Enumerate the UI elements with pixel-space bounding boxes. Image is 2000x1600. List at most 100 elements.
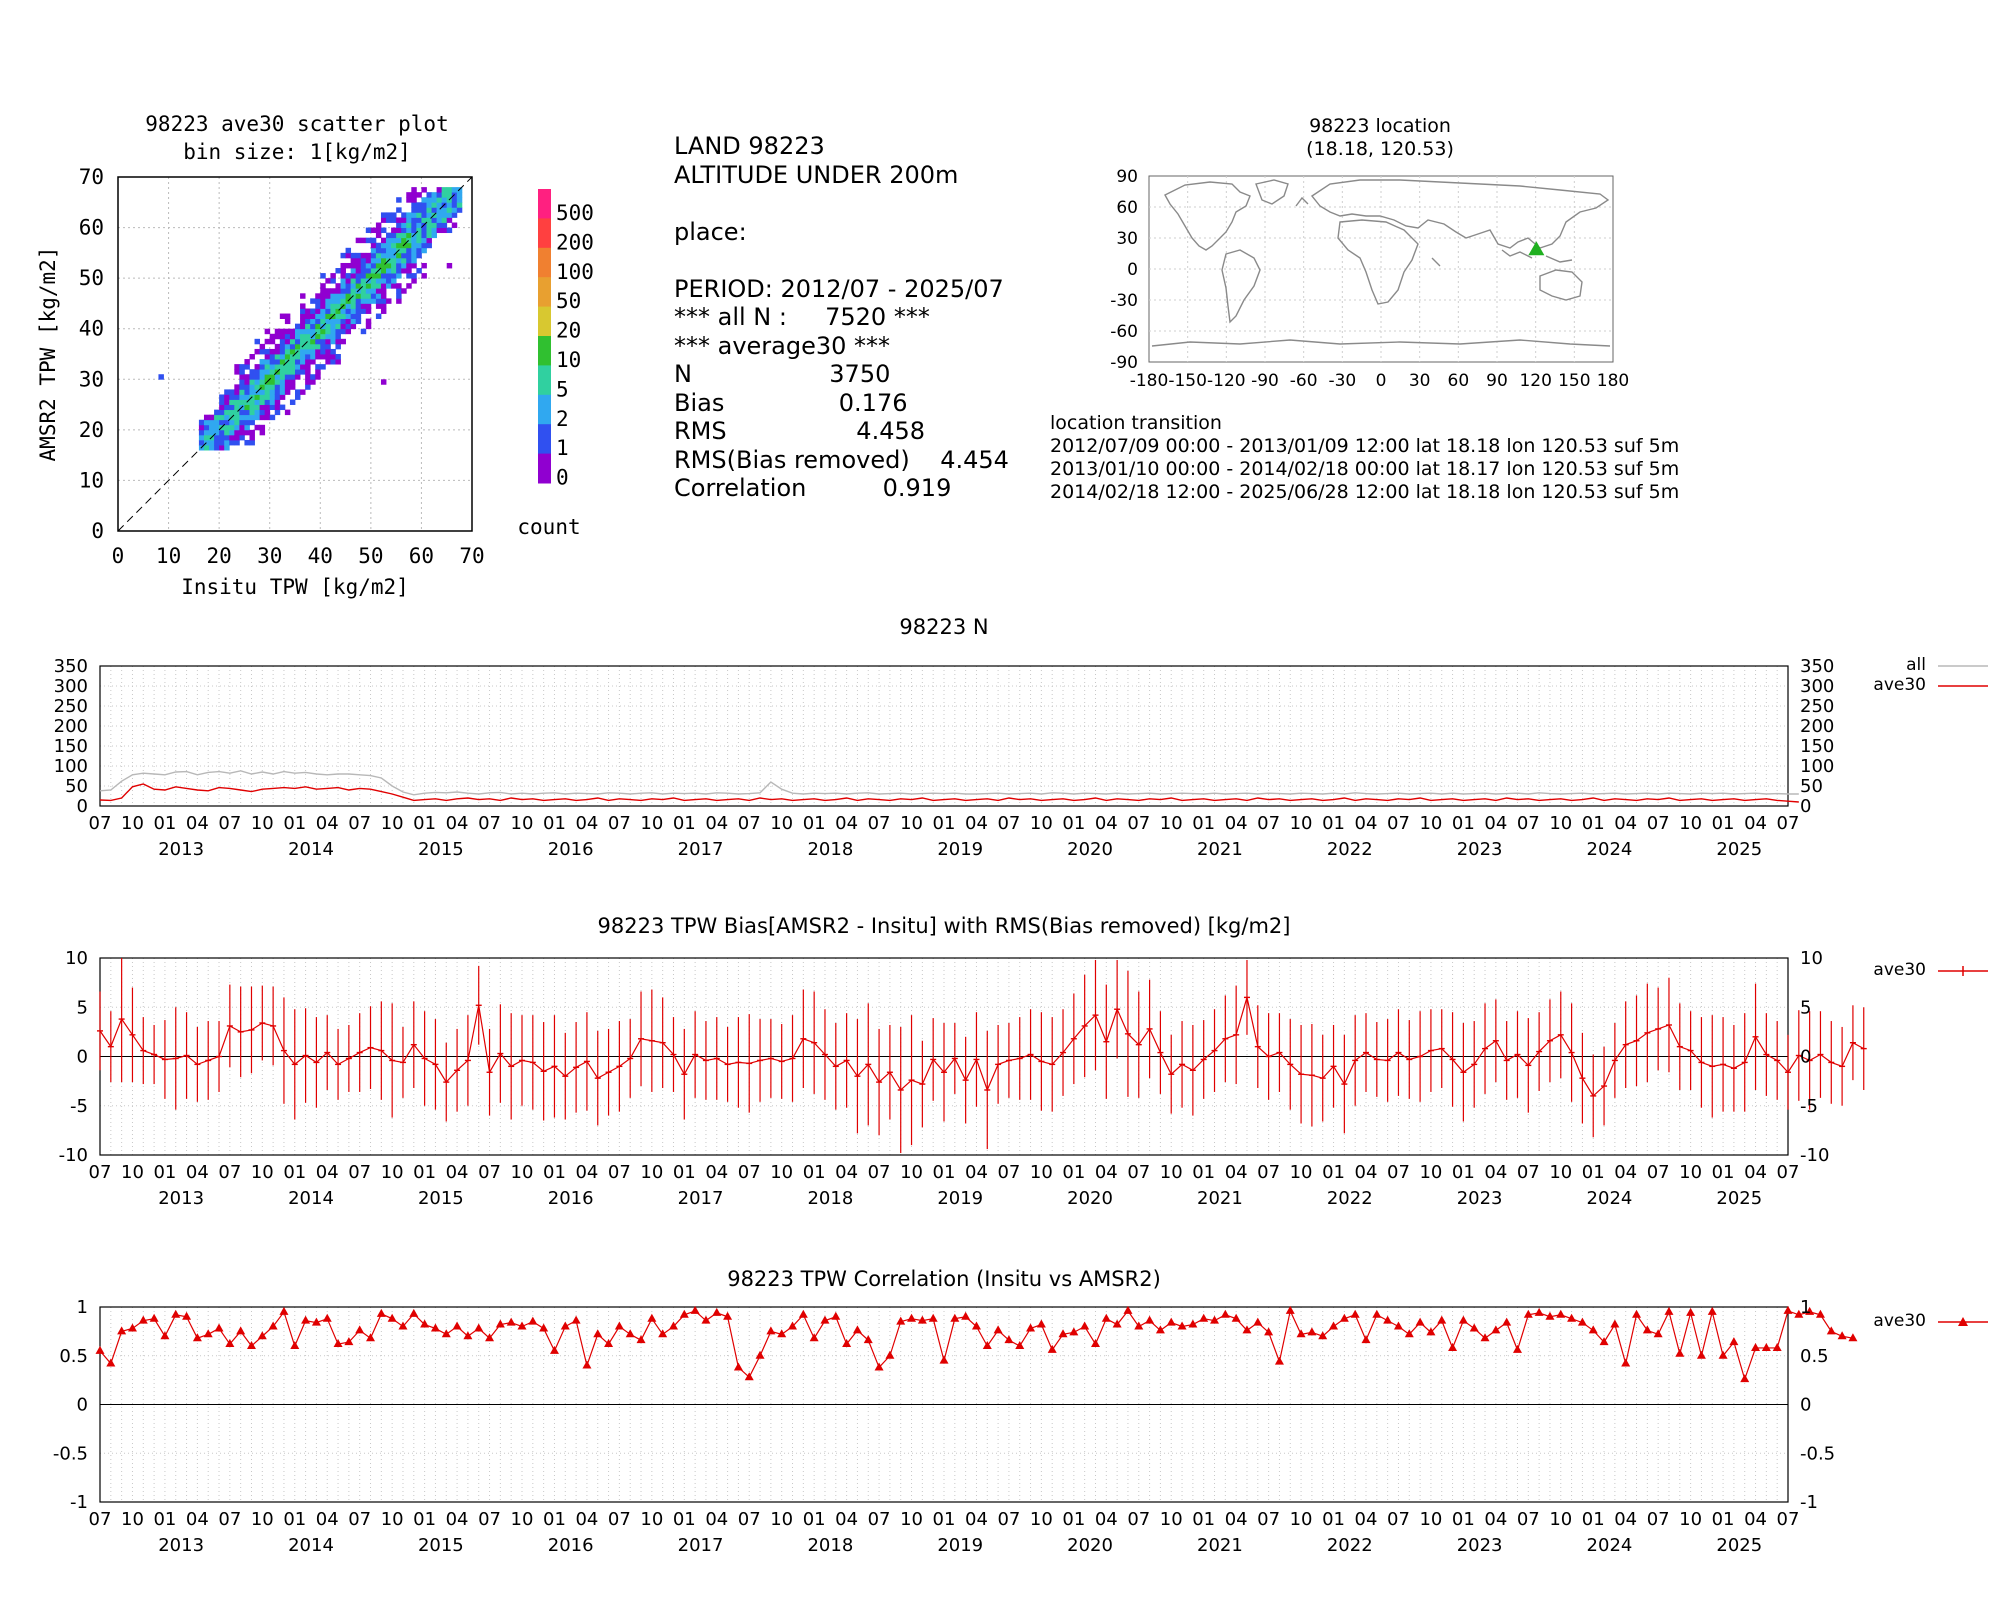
ts-year-label: 2021: [1197, 839, 1243, 860]
density-cell: [264, 359, 271, 365]
ts-month-label: 04: [1484, 1509, 1507, 1530]
correlation-point: [777, 1329, 787, 1338]
density-cell: [284, 338, 291, 345]
density-cell: [421, 207, 427, 213]
density-cell: [224, 429, 230, 436]
ts-month-label: 01: [933, 813, 956, 834]
ts-month-label: 01: [1712, 813, 1735, 834]
density-cell: [229, 434, 235, 441]
density-cell: [411, 202, 417, 208]
density-cell: [325, 313, 331, 319]
density-cell: [269, 359, 276, 365]
correlation-point: [106, 1358, 116, 1367]
density-cell: [401, 222, 407, 228]
density-cell: [259, 379, 266, 385]
density-cell: [203, 424, 210, 431]
correlation-point: [614, 1321, 624, 1330]
density-cell: [229, 409, 235, 416]
density-cell: [416, 217, 422, 223]
density-cell: [396, 227, 402, 234]
density-cell: [244, 379, 250, 385]
density-cell: [279, 348, 286, 355]
ts-month-label: 07: [1517, 813, 1540, 834]
ts-month-label: 07: [89, 1509, 112, 1530]
density-cell: [274, 399, 281, 405]
ts-month-label: 04: [316, 813, 339, 834]
density-cell: [365, 293, 372, 299]
map-lat-tick-label: -30: [1110, 291, 1138, 311]
density-cell: [360, 298, 367, 304]
correlation-point: [1318, 1331, 1328, 1340]
density-cell: [406, 257, 412, 264]
density-cell: [305, 308, 311, 314]
density-cell: [234, 414, 240, 421]
ts-month-label: 01: [153, 1509, 176, 1530]
density-cell: [269, 394, 276, 400]
density-cell: [254, 384, 260, 390]
scatter-ytick-label: 50: [79, 266, 104, 290]
density-cell: [386, 242, 392, 249]
density-cell: [279, 389, 286, 395]
density-cell: [345, 288, 352, 294]
density-cell: [380, 227, 387, 234]
density-cell: [305, 313, 311, 319]
location-map: 98223 location (18.18, 120.53) -180 -150-…: [1110, 115, 1629, 391]
density-cell: [203, 414, 210, 421]
density-cell: [249, 354, 255, 360]
density-cell: [421, 242, 427, 249]
correlation-point: [1502, 1317, 1512, 1326]
correlation-point: [1112, 1319, 1122, 1328]
density-cell: [355, 268, 362, 274]
correlation-point: [1123, 1305, 1133, 1314]
density-cell: [411, 217, 417, 223]
ts-month-label: 10: [900, 1509, 923, 1530]
colorbar-swatch: [538, 247, 551, 278]
density-cell: [214, 409, 220, 416]
correlation-point: [1210, 1315, 1220, 1324]
ts-frame: [99, 665, 1789, 807]
density-cell: [239, 364, 245, 370]
ts-month-label: 10: [381, 1509, 404, 1530]
density-cell: [254, 414, 260, 421]
density-cell: [203, 419, 210, 426]
density-cell: [416, 192, 422, 198]
density-cell: [370, 293, 377, 299]
map-lon-tick-label: 180: [1597, 371, 1629, 391]
ts-month-label: 10: [900, 813, 923, 834]
bias-chart-legend: ave30: [1873, 960, 1988, 980]
density-cell: [406, 242, 412, 249]
density-cell: [340, 293, 346, 299]
density-cell: [441, 227, 448, 234]
density-cell: [209, 419, 215, 426]
density-cell: [421, 212, 427, 218]
correlation-point: [982, 1341, 992, 1349]
correlation-point: [1761, 1342, 1771, 1351]
colorbar-swatch: [538, 189, 551, 219]
correlation-point: [1307, 1327, 1317, 1336]
ts-ytick-right: 50: [1800, 776, 1823, 797]
density-cell: [355, 257, 362, 264]
correlation-point: [1426, 1327, 1436, 1336]
density-cell: [315, 364, 321, 370]
density-cell: [315, 333, 321, 340]
density-cell: [300, 308, 306, 314]
ts-month-label: 10: [1290, 1509, 1313, 1530]
density-cell: [406, 247, 412, 254]
correlation-point: [582, 1360, 592, 1369]
ts-month-label: 01: [803, 1162, 826, 1183]
density-cell: [330, 348, 336, 355]
density-cell: [259, 364, 266, 370]
map-lon-tick-label: 90: [1486, 371, 1508, 391]
density-cell: [446, 187, 453, 193]
density-cell: [264, 409, 271, 416]
map-lon-tick-label: -60: [1290, 371, 1318, 391]
ts-month-label: 01: [1062, 1162, 1085, 1183]
correlation-point: [236, 1326, 246, 1335]
density-cell: [234, 364, 240, 370]
density-cell: [365, 227, 372, 234]
correlation-point: [117, 1326, 127, 1335]
density-cell: [436, 192, 443, 198]
density-cell: [244, 439, 250, 446]
density-cell: [279, 394, 286, 400]
density-cell: [345, 308, 352, 314]
